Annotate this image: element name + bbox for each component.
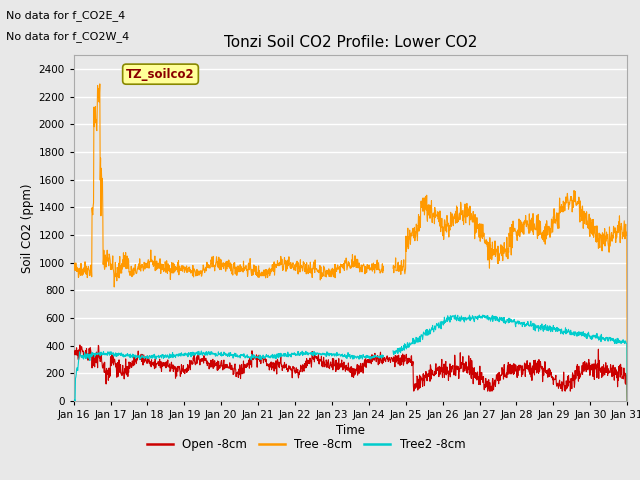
Text: No data for f_CO2W_4: No data for f_CO2W_4: [6, 31, 130, 42]
X-axis label: Time: Time: [336, 424, 365, 437]
Legend: Open -8cm, Tree -8cm, Tree2 -8cm: Open -8cm, Tree -8cm, Tree2 -8cm: [142, 433, 470, 456]
Title: Tonzi Soil CO2 Profile: Lower CO2: Tonzi Soil CO2 Profile: Lower CO2: [224, 35, 477, 50]
Y-axis label: Soil CO2 (ppm): Soil CO2 (ppm): [21, 183, 34, 273]
Text: TZ_soilco2: TZ_soilco2: [126, 68, 195, 81]
Text: No data for f_CO2E_4: No data for f_CO2E_4: [6, 10, 125, 21]
